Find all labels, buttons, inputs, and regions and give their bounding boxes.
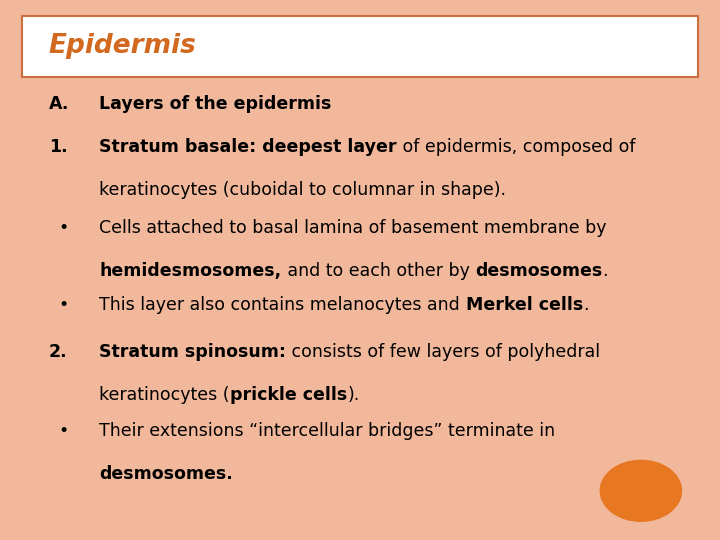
Text: and to each other by: and to each other by xyxy=(282,262,475,280)
Text: .: . xyxy=(602,262,608,280)
Text: A.: A. xyxy=(49,95,69,113)
Text: keratinocytes (cuboidal to columnar in shape).: keratinocytes (cuboidal to columnar in s… xyxy=(99,181,506,199)
Text: •: • xyxy=(59,422,69,440)
Text: Epidermis: Epidermis xyxy=(49,32,197,59)
Text: 2.: 2. xyxy=(49,343,67,361)
Text: •: • xyxy=(59,296,69,314)
Text: Stratum basale: deepest layer: Stratum basale: deepest layer xyxy=(99,138,397,156)
Text: This layer also contains melanocytes and: This layer also contains melanocytes and xyxy=(99,296,466,314)
Text: 1.: 1. xyxy=(49,138,67,156)
Circle shape xyxy=(600,460,681,521)
Text: Cells attached to basal lamina of basement membrane by: Cells attached to basal lamina of baseme… xyxy=(99,219,607,237)
Text: Merkel cells: Merkel cells xyxy=(466,296,583,314)
Text: ).: ). xyxy=(347,386,359,404)
Text: hemidesmosomes,: hemidesmosomes, xyxy=(99,262,282,280)
Text: keratinocytes (: keratinocytes ( xyxy=(99,386,230,404)
Text: Layers of the epidermis: Layers of the epidermis xyxy=(99,95,332,113)
Text: Their extensions “intercellular bridges” terminate in: Their extensions “intercellular bridges”… xyxy=(99,422,556,440)
Text: desmosomes.: desmosomes. xyxy=(99,465,233,483)
Text: consists of few layers of polyhedral: consists of few layers of polyhedral xyxy=(287,343,600,361)
Text: •: • xyxy=(59,219,69,237)
FancyBboxPatch shape xyxy=(22,16,698,77)
Text: Stratum spinosum:: Stratum spinosum: xyxy=(99,343,287,361)
Text: of epidermis, composed of: of epidermis, composed of xyxy=(397,138,636,156)
Text: prickle cells: prickle cells xyxy=(230,386,347,404)
Text: desmosomes: desmosomes xyxy=(475,262,602,280)
Text: .: . xyxy=(583,296,588,314)
